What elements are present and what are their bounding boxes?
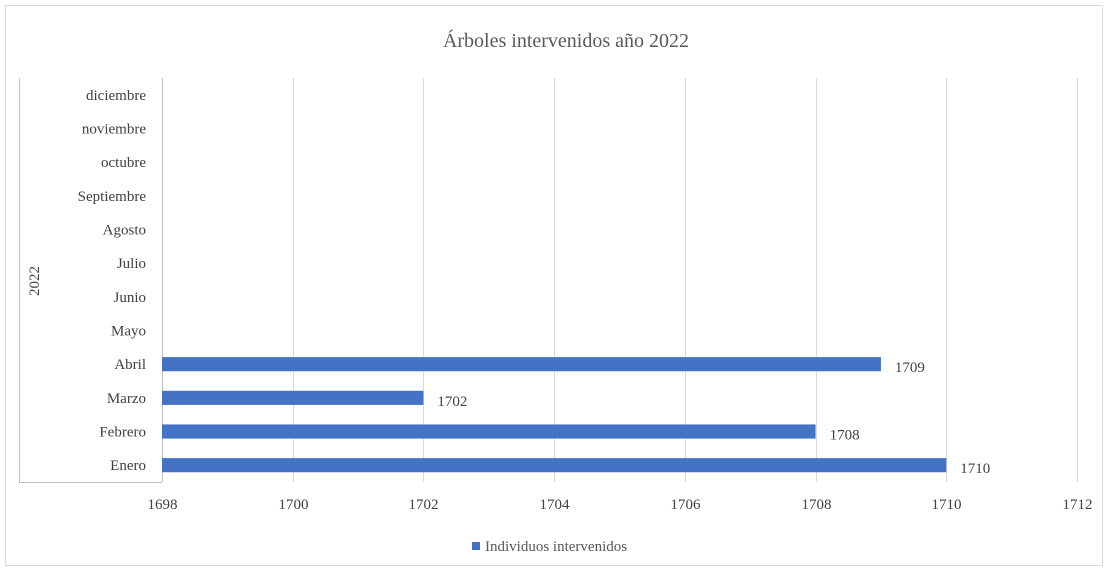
x-tick-label: 1698 <box>148 497 178 513</box>
x-tick-label: 1702 <box>409 497 439 513</box>
category-label: diciembre <box>86 88 146 104</box>
data-labels: 1710 1708 1702 1709 <box>437 360 990 477</box>
group-label: 2022 <box>27 266 43 296</box>
category-label: Marzo <box>107 391 146 407</box>
x-tick-label: 1710 <box>932 497 962 513</box>
x-tick-label: 1706 <box>671 497 702 513</box>
x-tick-labels: 1698 1700 1702 1704 1706 1708 1710 1712 <box>148 497 1093 513</box>
category-label: Mayo <box>111 324 146 340</box>
x-tick-label: 1704 <box>540 497 571 513</box>
bar <box>162 357 881 372</box>
data-label: 1702 <box>437 394 467 410</box>
category-label: Julio <box>117 256 146 272</box>
chart-title: Árboles intervenidos año 2022 <box>443 29 689 52</box>
bar <box>162 390 424 405</box>
bar <box>162 458 947 473</box>
category-labels: Enero Febrero Marzo Abril Mayo Junio Julio Agos… <box>78 88 147 474</box>
bar <box>162 424 816 439</box>
category-label: Febrero <box>99 425 146 441</box>
category-label: Agosto <box>103 223 146 239</box>
legend: Individuos intervenidos <box>472 539 627 555</box>
x-tick-label: 1700 <box>279 497 309 513</box>
gridlines <box>293 78 1078 482</box>
category-label: noviembre <box>82 122 146 138</box>
category-label: Junio <box>113 290 146 306</box>
data-label: 1708 <box>830 428 860 444</box>
x-tick-label: 1712 <box>1063 497 1093 513</box>
category-label: Enero <box>110 458 146 474</box>
category-label: Abril <box>114 357 146 373</box>
category-label: octubre <box>101 155 146 171</box>
data-label: 1710 <box>960 461 990 477</box>
axes <box>19 78 163 483</box>
data-label: 1709 <box>895 360 925 376</box>
legend-swatch <box>472 542 480 550</box>
bars <box>162 357 947 473</box>
category-label: Septiembre <box>78 189 147 205</box>
x-tick-label: 1708 <box>802 497 832 513</box>
legend-label: Individuos intervenidos <box>485 539 627 555</box>
